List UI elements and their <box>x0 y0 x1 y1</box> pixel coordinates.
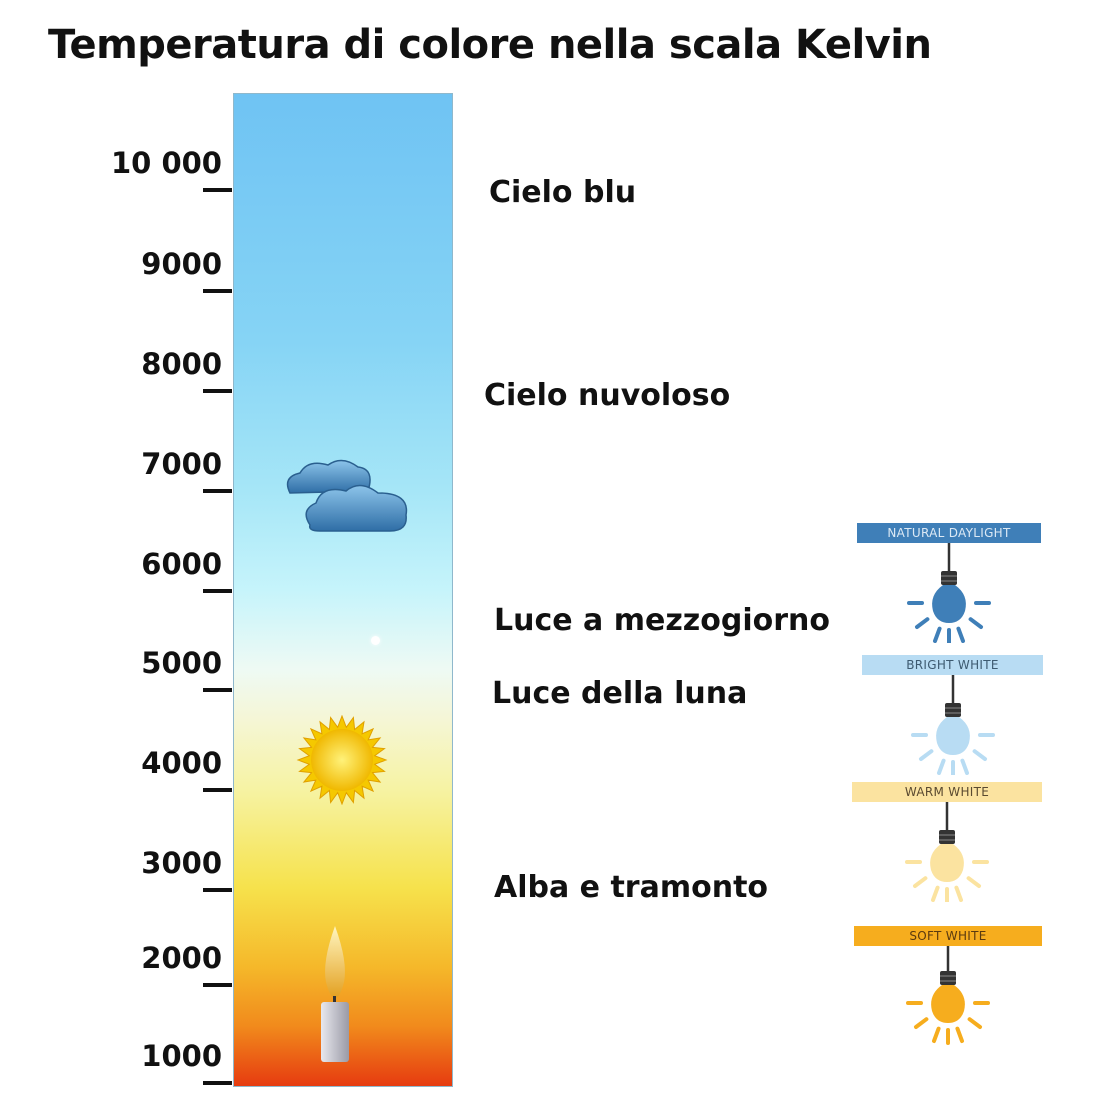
tick-mark <box>203 688 232 692</box>
tick-label: 4000 <box>141 746 222 780</box>
light-bulb-icon <box>910 675 995 775</box>
tick-mark <box>203 1081 232 1085</box>
bulb-label: BRIGHT WHITE <box>862 655 1043 675</box>
page-title: Temperatura di colore nella scala Kelvin <box>48 22 932 68</box>
color-temperature-gradient-bar <box>233 93 453 1087</box>
tick-mark <box>203 888 232 892</box>
sun-icon <box>296 715 388 805</box>
tick-mark <box>203 489 232 493</box>
light-bulb-icon <box>905 802 989 902</box>
description-cielo-blu: Cielo blu <box>489 175 637 210</box>
tick-mark <box>203 589 232 593</box>
candle-icon <box>321 926 349 1062</box>
tick-mark <box>203 788 232 792</box>
light-bulb-icon <box>907 543 991 643</box>
moon-dot <box>371 636 380 645</box>
tick-label: 8000 <box>141 347 222 381</box>
tick-label: 10 000 <box>111 146 222 180</box>
description-alba-tramonto: Alba e tramonto <box>494 870 769 905</box>
tick-mark <box>203 289 232 293</box>
bulb-label: SOFT WHITE <box>854 926 1042 946</box>
tick-mark <box>203 188 232 192</box>
description-luce-luna: Luce della luna <box>492 676 748 711</box>
tick-label: 2000 <box>141 941 222 975</box>
tick-label: 6000 <box>141 547 222 581</box>
description-luce-mezzogiorno: Luce a mezzogiorno <box>494 603 831 638</box>
tick-label: 3000 <box>141 846 222 880</box>
cloud-icon <box>286 459 408 532</box>
tick-label: 1000 <box>141 1039 222 1073</box>
tick-label: 7000 <box>141 447 222 481</box>
bulb-label: NATURAL DAYLIGHT <box>857 523 1041 543</box>
description-cielo-nuvoloso: Cielo nuvoloso <box>484 378 731 413</box>
light-bulb-icon <box>906 946 990 1045</box>
bulb-label: WARM WHITE <box>852 782 1042 802</box>
tick-mark <box>203 389 232 393</box>
tick-mark <box>203 983 232 987</box>
tick-label: 9000 <box>141 247 222 281</box>
tick-label: 5000 <box>141 646 222 680</box>
